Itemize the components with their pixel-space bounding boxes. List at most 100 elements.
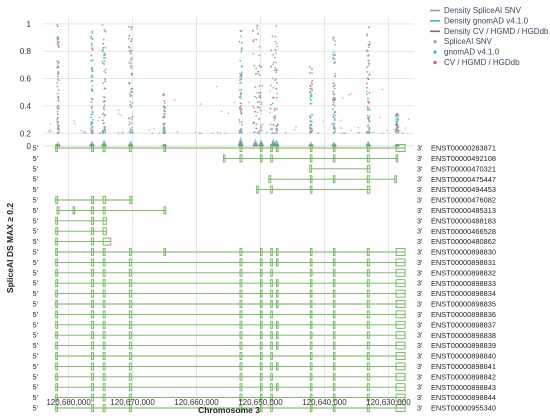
variant-point <box>162 132 165 135</box>
transcript-exon <box>260 279 263 288</box>
variant-point <box>333 61 336 64</box>
variant-point <box>163 93 166 95</box>
transcript-exon <box>366 144 370 152</box>
variant-point <box>240 71 243 74</box>
transcript-exon <box>260 331 263 340</box>
variant-point <box>91 32 93 35</box>
variant-point <box>332 82 335 85</box>
transcript-exon <box>102 372 106 381</box>
transcript-exon <box>239 268 243 277</box>
transcript-exon <box>270 289 273 298</box>
variant-point <box>393 128 395 131</box>
transcript-exon <box>256 185 259 194</box>
transcript-exon <box>395 404 406 412</box>
transcript-exon <box>55 372 58 381</box>
five-prime-label: 5' <box>33 175 39 184</box>
five-prime-label: 5' <box>33 206 39 215</box>
transcript-exon <box>239 341 243 350</box>
variant-point <box>57 44 60 47</box>
variant-point <box>56 85 59 88</box>
variant-point <box>131 130 134 133</box>
variant-point <box>57 65 60 68</box>
transcript-exon <box>395 383 406 392</box>
transcript-exon <box>332 310 336 319</box>
variant-point <box>274 56 276 59</box>
five-prime-label: 5' <box>33 258 39 267</box>
variant-point <box>130 26 133 29</box>
transcript-exon <box>309 144 313 152</box>
transcript-exon <box>332 352 336 360</box>
variant-point <box>130 62 133 65</box>
transcript-id-label: ENST00000898841 <box>431 362 496 371</box>
transcript-exon <box>270 144 273 152</box>
three-prime-label: 3' <box>417 331 423 340</box>
variant-point <box>340 127 342 129</box>
variant-point <box>238 89 241 91</box>
transcript-exon <box>332 279 336 288</box>
variant-point <box>368 26 370 29</box>
transcript-exon <box>270 300 273 308</box>
variant-point <box>367 78 370 81</box>
variant-point <box>332 103 335 106</box>
five-prime-label: 5' <box>33 248 39 257</box>
variant-point <box>163 126 166 129</box>
variant-point <box>240 91 243 94</box>
variant-point <box>269 128 272 131</box>
transcript-exon <box>309 300 313 308</box>
transcript-exon <box>55 404 58 412</box>
variant-point <box>381 132 384 134</box>
variant-point <box>260 103 263 106</box>
variant-point <box>275 87 278 90</box>
variant-point <box>275 52 277 55</box>
variant-point <box>240 47 243 50</box>
transcript-exon <box>332 404 336 412</box>
transcript-exon <box>366 279 370 288</box>
variant-point <box>130 132 132 134</box>
variant-point <box>104 71 107 74</box>
variant-point <box>131 118 133 121</box>
variant-point <box>255 67 258 70</box>
density-zero-label: 0 <box>27 142 32 151</box>
transcript-exon <box>366 164 371 173</box>
transcript-exon <box>309 404 313 412</box>
transcript-exon <box>395 341 406 350</box>
variant-point <box>128 81 131 84</box>
transcript-exon <box>55 289 58 298</box>
transcript-exon <box>91 227 94 236</box>
variant-point <box>238 40 241 43</box>
variant-point <box>129 103 132 106</box>
variant-point <box>129 59 132 62</box>
five-prime-label: 5' <box>33 310 39 319</box>
transcript-id-label: ENST00000488183 <box>431 216 496 225</box>
variant-point <box>358 131 361 134</box>
transcript-exon <box>102 279 106 288</box>
variant-point <box>117 109 120 111</box>
density-layer <box>54 136 401 147</box>
variant-point <box>90 35 93 38</box>
variant-point <box>240 49 243 51</box>
transcript-exon <box>366 320 370 329</box>
transcript-exon <box>55 227 59 236</box>
variant-point <box>91 38 94 41</box>
transcript-exon <box>270 372 273 381</box>
variant-point <box>309 116 312 118</box>
variant-point <box>129 91 132 93</box>
variant-point <box>333 105 336 107</box>
variant-point <box>309 119 312 122</box>
transcript-id-label: ENST00000492108 <box>431 154 496 163</box>
transcript-exon <box>55 352 58 360</box>
variant-point <box>104 78 107 80</box>
variant-point <box>130 40 133 43</box>
variant-point <box>98 132 101 134</box>
transcript-exon <box>102 216 107 225</box>
three-prime-label: 3' <box>417 289 423 298</box>
transcript-exon <box>260 154 263 163</box>
y-tick-label: 1 <box>27 20 32 29</box>
transcript-exon <box>239 383 243 392</box>
variant-point <box>91 30 94 33</box>
variant-point <box>348 94 350 96</box>
variant-point <box>272 61 275 64</box>
variant-point <box>396 113 398 116</box>
transcript-exon <box>91 268 94 277</box>
transcript-exon <box>260 404 263 412</box>
